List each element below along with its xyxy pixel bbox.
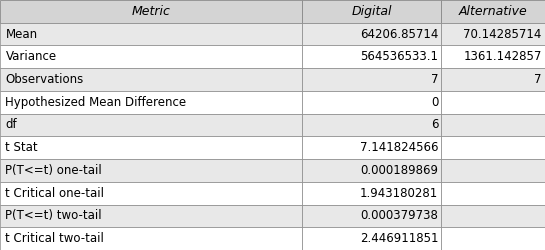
Text: 6: 6 [431,118,438,132]
Bar [302,114,441,136]
Bar [0,114,302,136]
Text: 564536533.1: 564536533.1 [360,50,438,63]
Bar [441,204,545,227]
Bar [302,0,441,23]
Bar [302,46,441,68]
Text: t Stat: t Stat [5,141,38,154]
Text: t Critical one-tail: t Critical one-tail [5,187,105,200]
Bar [441,0,545,23]
Text: 0.000189869: 0.000189869 [360,164,438,177]
Bar [441,23,545,46]
Bar [302,23,441,46]
Text: 70.14285714: 70.14285714 [463,28,542,40]
Text: 7: 7 [534,73,542,86]
Text: 1361.142857: 1361.142857 [463,50,542,63]
Text: 2.446911851: 2.446911851 [360,232,438,245]
Bar [0,91,302,114]
Text: Metric: Metric [132,5,171,18]
Bar [302,204,441,227]
Text: Digital: Digital [352,5,392,18]
Text: 64206.85714: 64206.85714 [360,28,438,40]
Bar [302,136,441,159]
Bar [0,0,302,23]
Text: 0: 0 [431,96,438,109]
Bar [0,227,302,250]
Text: df: df [5,118,17,132]
Bar [0,159,302,182]
Text: 1.943180281: 1.943180281 [360,187,438,200]
Bar [302,159,441,182]
Text: Observations: Observations [5,73,84,86]
Bar [302,68,441,91]
Bar [0,46,302,68]
Bar [441,159,545,182]
Bar [441,68,545,91]
Bar [441,182,545,204]
Bar [302,182,441,204]
Text: Hypothesized Mean Difference: Hypothesized Mean Difference [5,96,186,109]
Text: 7: 7 [431,73,438,86]
Bar [441,46,545,68]
Bar [302,91,441,114]
Bar [0,204,302,227]
Text: Variance: Variance [5,50,57,63]
Bar [441,114,545,136]
Bar [302,227,441,250]
Bar [441,227,545,250]
Bar [0,182,302,204]
Bar [441,91,545,114]
Text: Mean: Mean [5,28,38,40]
Text: P(T<=t) two-tail: P(T<=t) two-tail [5,210,102,222]
Text: 7.141824566: 7.141824566 [360,141,438,154]
Bar [0,68,302,91]
Text: Alternative: Alternative [459,5,528,18]
Text: 0.000379738: 0.000379738 [360,210,438,222]
Bar [441,136,545,159]
Text: t Critical two-tail: t Critical two-tail [5,232,104,245]
Bar [0,23,302,46]
Text: P(T<=t) one-tail: P(T<=t) one-tail [5,164,102,177]
Bar [0,136,302,159]
